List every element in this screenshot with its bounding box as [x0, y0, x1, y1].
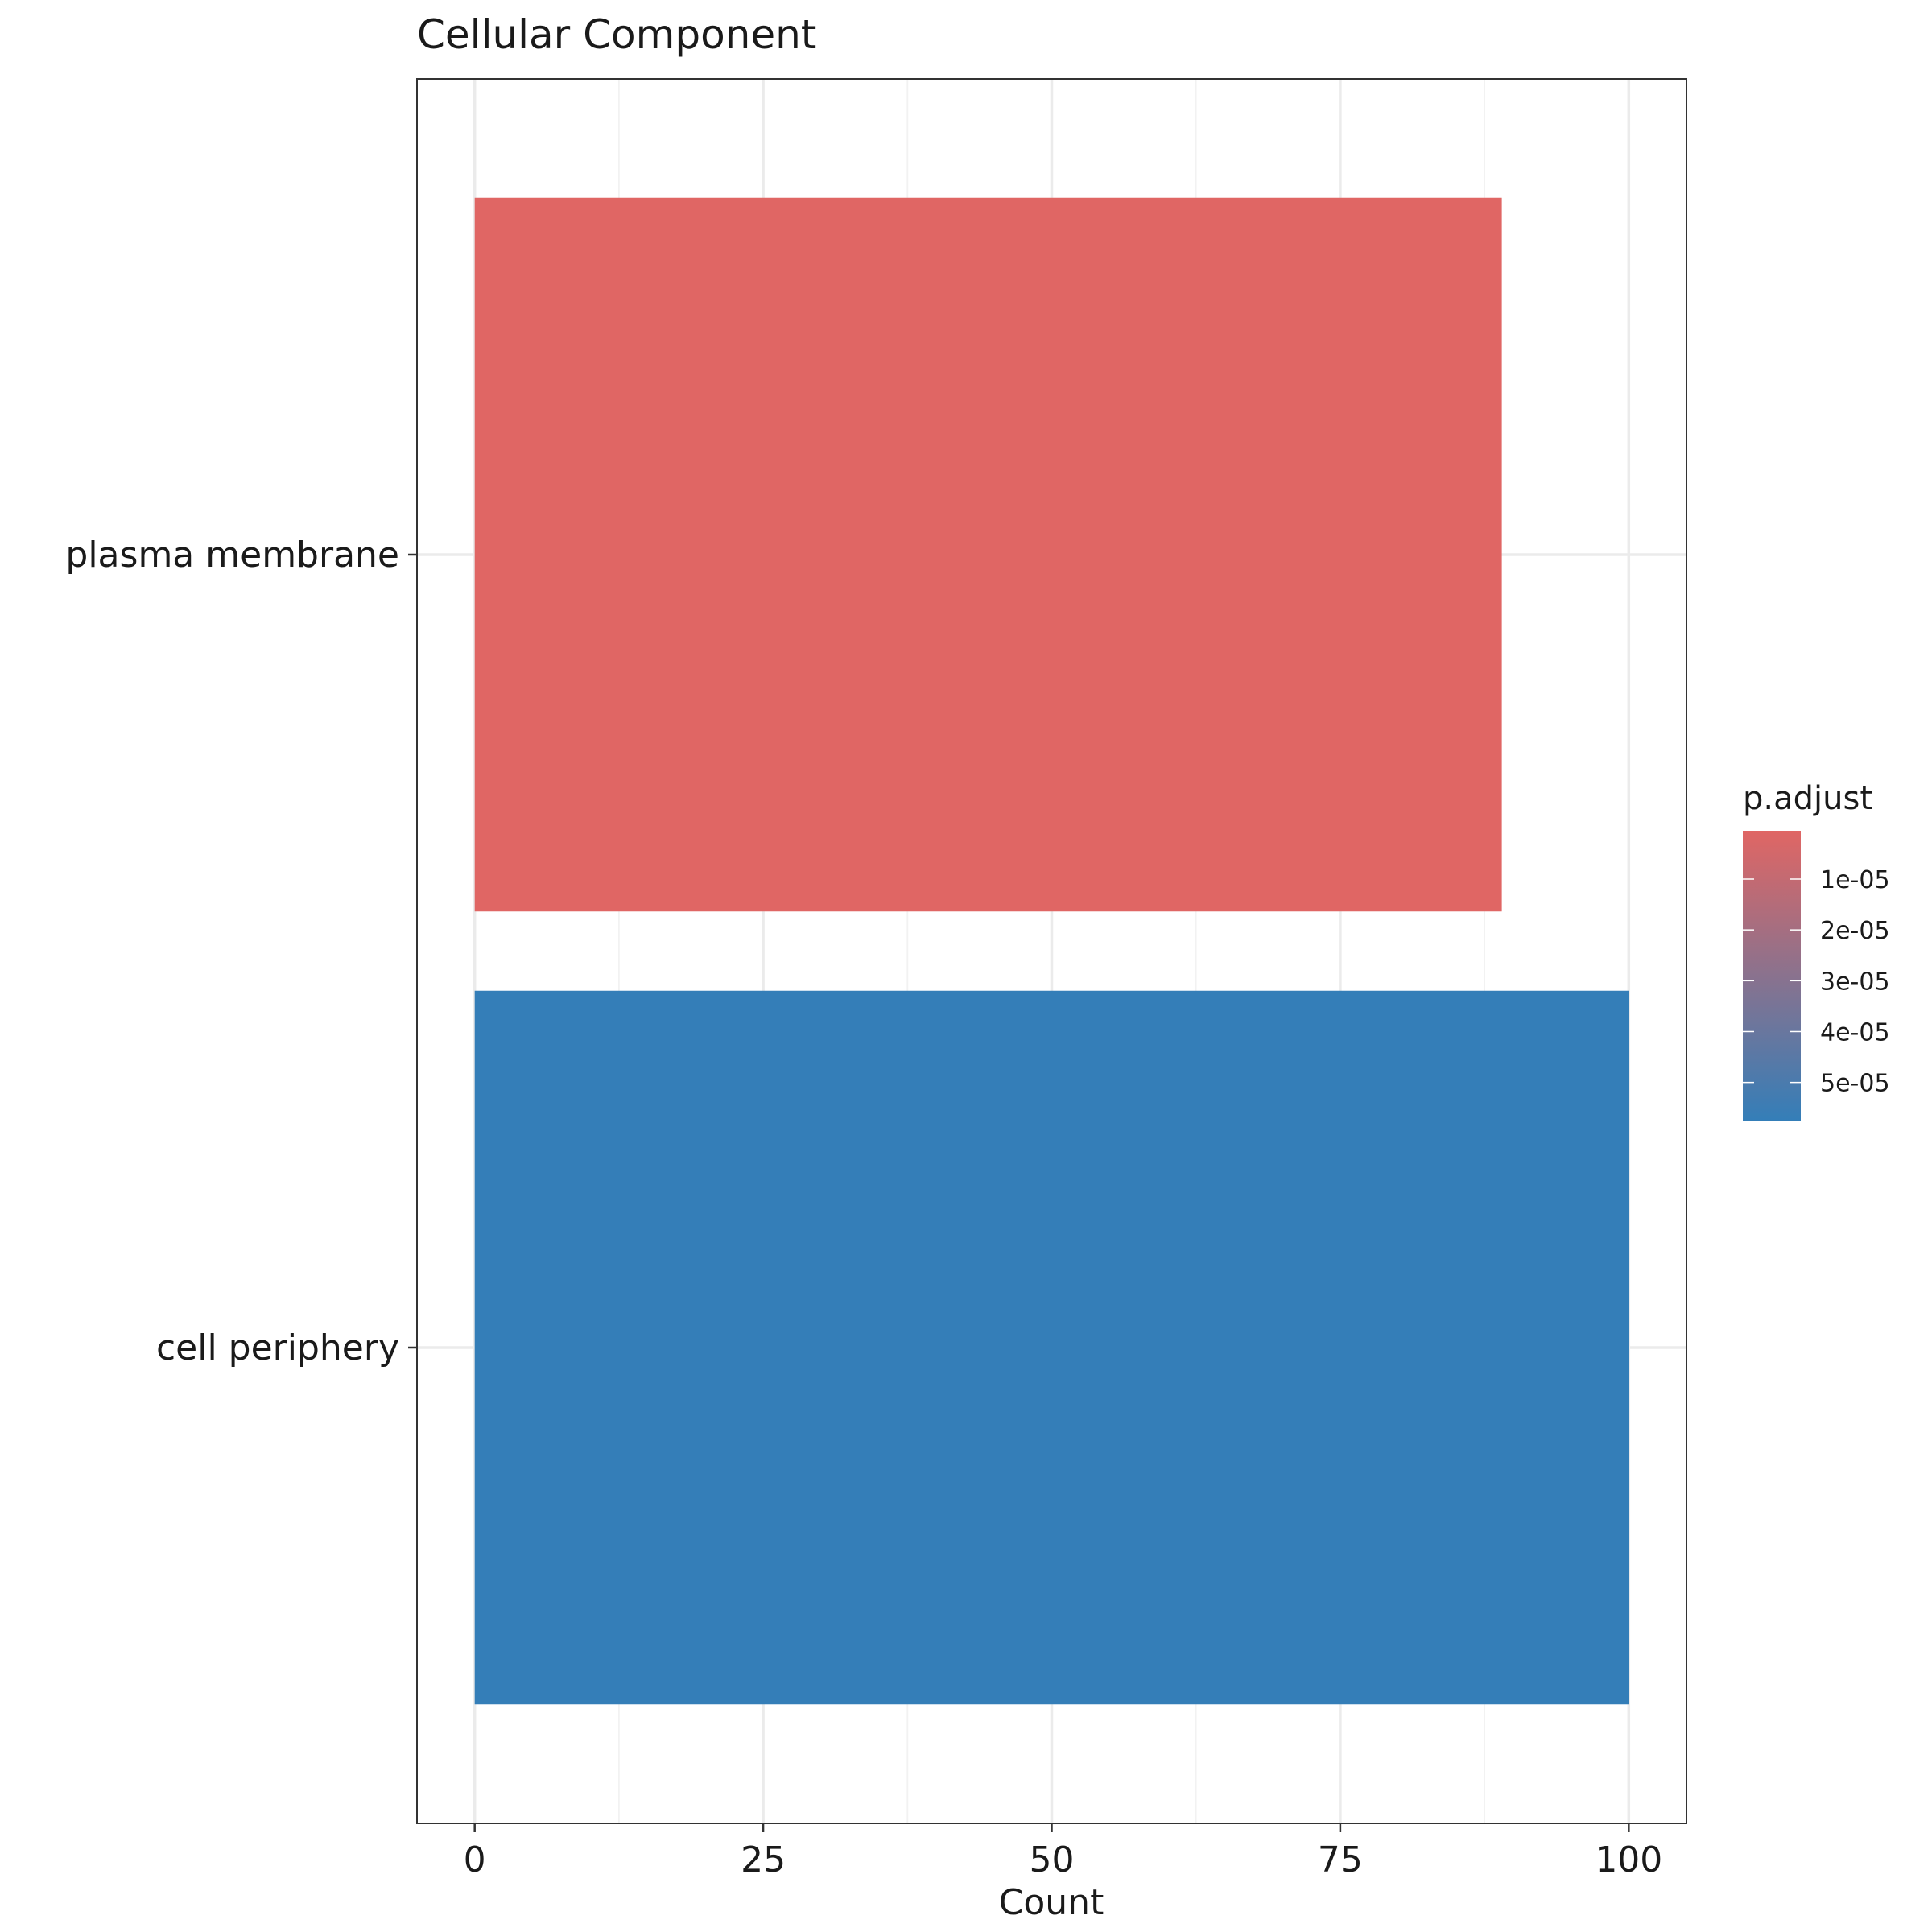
bars: [474, 197, 1629, 1705]
category-label: cell periphery: [156, 1327, 399, 1368]
y-axis: plasma membrane cell periphery: [65, 535, 417, 1368]
legend-title: p.adjust: [1743, 780, 1872, 817]
legend-tick-label: 2e-05: [1820, 917, 1890, 945]
legend-tick-label: 1e-05: [1820, 866, 1890, 894]
legend-tick-label: 4e-05: [1820, 1018, 1890, 1046]
x-tick-label: 100: [1595, 1839, 1662, 1880]
legend-colorbar: [1743, 831, 1801, 1121]
x-tick-label: 25: [741, 1839, 786, 1880]
x-tick-label: 75: [1318, 1839, 1363, 1880]
bar: [474, 990, 1629, 1705]
legend-ticks: 1e-05 2e-05 3e-05 4e-05 5e-05: [1743, 866, 1890, 1098]
chart-title: Cellular Component: [417, 11, 816, 58]
category-label: plasma membrane: [65, 535, 399, 576]
x-axis-title: Count: [999, 1882, 1104, 1923]
legend-tick-label: 5e-05: [1820, 1070, 1890, 1098]
x-tick-label: 0: [464, 1839, 486, 1880]
bar: [474, 197, 1502, 912]
legend: p.adjust 1e-05 2e-05 3e-05 4e-05 5e-05: [1743, 780, 1890, 1121]
legend-tick-label: 3e-05: [1820, 968, 1890, 996]
x-axis: 0 25 50 75 100: [464, 1823, 1662, 1880]
x-tick-label: 50: [1030, 1839, 1075, 1880]
